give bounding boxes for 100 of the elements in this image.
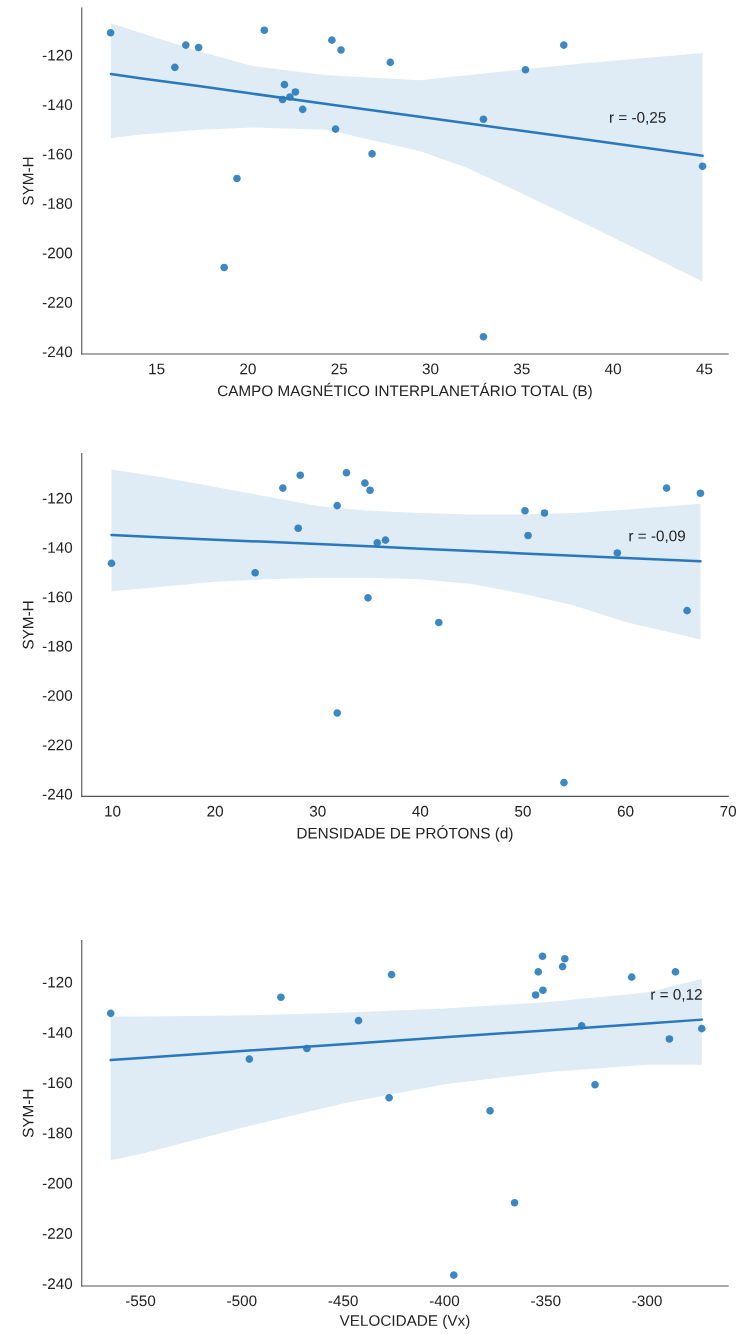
- x-axis-title: CAMPO MAGNÉTICO INTERPLANETÁRIO TOTAL (B): [217, 382, 592, 400]
- x-tick-label: -550: [125, 1295, 156, 1307]
- point: [171, 63, 179, 72]
- y-tick-label: -160: [42, 1077, 73, 1089]
- point: [558, 962, 567, 971]
- point: [521, 506, 529, 515]
- x-tick-label: 45: [696, 363, 713, 375]
- y-tick-label: -160: [42, 148, 73, 160]
- point: [538, 952, 547, 961]
- point: [561, 955, 569, 963]
- x-tick-label: 20: [240, 363, 256, 375]
- point: [106, 1009, 115, 1018]
- point: [479, 332, 488, 341]
- x-tick-label: -500: [227, 1295, 257, 1307]
- point: [296, 471, 305, 480]
- y-tick-label: -200: [42, 690, 73, 701]
- point: [294, 524, 303, 533]
- y-axis-title: SYM-H: [22, 601, 34, 649]
- x-tick-label: 35: [513, 363, 530, 375]
- point: [354, 1016, 363, 1025]
- y-tick-label: -120: [42, 492, 73, 504]
- x-tick-label: 30: [422, 363, 439, 375]
- point: [368, 150, 376, 158]
- x-tick-label: 30: [309, 805, 326, 817]
- y-tick-label: -200: [42, 247, 73, 259]
- point: [251, 568, 259, 577]
- y-tick-label: -140: [42, 542, 73, 553]
- point: [333, 709, 342, 717]
- y-tick-label: -200: [42, 1177, 73, 1189]
- point: [539, 986, 547, 995]
- point: [220, 263, 228, 272]
- point: [333, 501, 342, 510]
- annotation: r = -0,09: [629, 530, 685, 544]
- point: [591, 1080, 599, 1089]
- x-axis-title: VELOCIDADE (Vx): [339, 1314, 470, 1330]
- point: [613, 549, 622, 557]
- y-tick-label: -140: [42, 99, 73, 111]
- point: [559, 41, 568, 49]
- point: [683, 606, 691, 615]
- y-tick-label: -120: [42, 49, 73, 61]
- point: [381, 536, 390, 544]
- x-tick-label: 70: [720, 805, 737, 817]
- point: [106, 28, 115, 37]
- point: [337, 46, 345, 54]
- y-tick-label: -180: [42, 198, 73, 209]
- point: [260, 26, 269, 35]
- annotation: r = 0,12: [651, 989, 702, 1002]
- x-tick-label: -350: [531, 1295, 561, 1307]
- point: [342, 469, 351, 477]
- line-series: [109, 1018, 704, 1062]
- point: [698, 162, 707, 170]
- y-tick-label: -160: [42, 591, 73, 603]
- x-tick-label: 50: [515, 805, 531, 817]
- point: [364, 594, 372, 602]
- point: [233, 174, 241, 183]
- y-tick-label: -220: [42, 1228, 73, 1239]
- point: [385, 1093, 393, 1102]
- point: [560, 778, 568, 787]
- point: [534, 968, 543, 976]
- point: [361, 479, 369, 487]
- point: [479, 115, 488, 124]
- x-tick-label: 40: [412, 805, 429, 817]
- point: [366, 486, 374, 495]
- point: [486, 1107, 494, 1115]
- point: [280, 80, 289, 89]
- line-series: [109, 72, 704, 158]
- point: [665, 1035, 674, 1043]
- y-tick-label: -240: [42, 788, 73, 800]
- y-tick-label: -240: [42, 1278, 73, 1290]
- point: [540, 509, 549, 517]
- point: [386, 58, 395, 67]
- y-tick-label: -180: [42, 640, 73, 652]
- y-axis-title: SYM-H: [22, 157, 34, 205]
- x-tick-label: 10: [105, 805, 121, 817]
- x-axis-title: DENSIDADE DE PRÓTONS (d): [297, 825, 513, 842]
- point: [107, 559, 116, 568]
- x-tick-label: -300: [632, 1295, 662, 1307]
- point: [331, 125, 340, 133]
- point: [291, 88, 300, 96]
- y-tick-label: -180: [42, 1127, 73, 1139]
- point: [671, 968, 680, 976]
- y-tick-label: -140: [42, 1027, 73, 1038]
- x-tick-label: 20: [207, 805, 224, 817]
- point: [696, 489, 705, 498]
- point: [662, 484, 671, 492]
- y-tick-label: -240: [42, 346, 73, 358]
- x-tick-label: 25: [331, 363, 348, 375]
- point: [194, 43, 203, 52]
- point: [328, 36, 336, 44]
- point: [521, 65, 530, 74]
- point: [387, 970, 396, 979]
- point: [524, 531, 532, 540]
- point: [510, 1199, 519, 1207]
- point: [182, 41, 190, 49]
- x-tick-label: 40: [604, 363, 621, 375]
- point: [245, 1055, 254, 1063]
- point: [449, 1271, 458, 1279]
- y-tick-label: -220: [42, 297, 73, 308]
- point: [298, 105, 307, 114]
- x-tick-label: 15: [149, 363, 165, 375]
